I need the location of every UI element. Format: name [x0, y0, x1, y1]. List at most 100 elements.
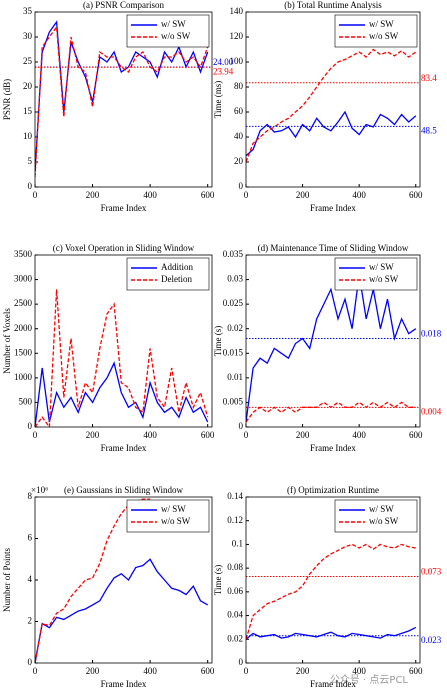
- y-tick-label: 20: [23, 81, 33, 91]
- x-tick-label: 0: [33, 666, 38, 676]
- x-tick-label: 400: [352, 430, 366, 440]
- y-tick-label: 0.1: [232, 538, 243, 548]
- x-tick-label: 0: [33, 430, 38, 440]
- legend-box: [126, 257, 210, 291]
- series-line: [35, 25, 209, 178]
- legend-label: w/o SW: [369, 31, 399, 41]
- y-tick-label: 80: [234, 81, 244, 91]
- y-axis-label: Number of Points: [2, 548, 12, 612]
- series-line: [35, 558, 209, 663]
- x-tick-label: 600: [409, 666, 423, 676]
- x-tick-label: 0: [244, 666, 249, 676]
- plot-frame: [245, 254, 421, 428]
- y-tick-label: 0.04: [227, 610, 243, 620]
- legend-box: [126, 14, 210, 48]
- x-tick-label: 200: [86, 666, 100, 676]
- x-tick-label: 600: [201, 190, 215, 200]
- y-tick-label: 0.06: [227, 586, 243, 596]
- reference-label: 24.00: [213, 57, 234, 67]
- series-line: [246, 110, 417, 157]
- x-tick-label: 400: [352, 666, 366, 676]
- y-tick-label: 500: [19, 396, 33, 406]
- chart-title: (a) PSNR Comparison: [83, 0, 165, 10]
- reference-label: 0.018: [421, 329, 442, 339]
- y-axis-label: PSNR (dB): [2, 79, 12, 120]
- x-tick-label: 200: [296, 430, 310, 440]
- y-tick-label: 140: [230, 6, 244, 16]
- series-line: [246, 626, 417, 640]
- y-axis-label: Number of Voxels: [2, 308, 12, 374]
- x-tick-label: 400: [143, 190, 157, 200]
- y-axis-label: Time (ms): [213, 81, 223, 118]
- y-tick-label: 20: [234, 156, 244, 166]
- chart-title: (f) Optimization Runtime: [287, 485, 379, 495]
- plot-frame: [34, 254, 213, 428]
- x-tick-label: 400: [143, 666, 157, 676]
- x-tick-label: 0: [33, 190, 38, 200]
- reference-label: 48.5: [421, 125, 437, 135]
- legend-label: w/o SW: [161, 31, 191, 41]
- x-tick-label: 600: [201, 430, 215, 440]
- y-tick-label: 4: [28, 574, 33, 584]
- legend-label: w/ SW: [161, 504, 186, 514]
- y-tick-label: 0.03: [227, 274, 243, 284]
- chart-title: (d) Maintenance Time of Sliding Window: [258, 243, 409, 253]
- plot-frame: [34, 11, 213, 188]
- legend-label: Addition: [161, 262, 194, 272]
- x-axis-label: Frame Index: [101, 203, 147, 213]
- series-line: [35, 289, 209, 427]
- y-tick-label: 0: [28, 181, 33, 191]
- x-tick-label: 200: [86, 430, 100, 440]
- plot-frame: [245, 496, 421, 664]
- legend-label: w/ SW: [369, 504, 394, 514]
- y-tick-label: 30: [23, 31, 33, 41]
- reference-label: 0.073: [421, 567, 442, 577]
- x-axis-label: Frame Index: [101, 679, 147, 689]
- y-tick-label: 0.035: [223, 249, 244, 259]
- plot-frame: [245, 11, 421, 188]
- y-tick-label: 8: [28, 491, 33, 501]
- x-tick-label: 600: [409, 190, 423, 200]
- y-tick-label: 25: [23, 56, 33, 66]
- y-tick-label: 0.14: [227, 491, 243, 501]
- y-tick-label: 0.025: [223, 298, 244, 308]
- plot-frame: [34, 496, 213, 664]
- reference-label: 23.94: [213, 66, 234, 76]
- y-tick-label: 10: [23, 131, 33, 141]
- series-line: [246, 401, 416, 423]
- legend-label: w/ SW: [369, 19, 394, 29]
- legend-label: w/ SW: [161, 19, 186, 29]
- legend-label: w/o SW: [369, 274, 399, 284]
- x-tick-label: 400: [143, 430, 157, 440]
- x-axis-label: Frame Index: [310, 443, 356, 453]
- y-tick-label: 40: [234, 131, 244, 141]
- legend-label: w/o SW: [369, 516, 399, 526]
- y-tick-label: 0.01: [227, 372, 243, 382]
- series-line: [246, 48, 417, 163]
- y-tick-label: 0.12: [227, 515, 243, 525]
- y-tick-label: 100: [230, 56, 244, 66]
- reference-label: 0.004: [421, 406, 442, 416]
- y-tick-label: 3500: [14, 249, 33, 259]
- x-axis-label: Frame Index: [310, 679, 356, 689]
- x-tick-label: 400: [352, 190, 366, 200]
- x-tick-label: 0: [244, 190, 249, 200]
- y-tick-label: 120: [230, 31, 244, 41]
- x-tick-label: 200: [296, 666, 310, 676]
- chart-title: (c) Voxel Operation in Sliding Window: [53, 243, 195, 253]
- y-tick-label: 1500: [14, 347, 33, 357]
- x-tick-label: 200: [296, 190, 310, 200]
- x-tick-label: 200: [86, 190, 100, 200]
- y-tick-label: 0: [239, 657, 244, 667]
- y-axis-label: Time (s): [213, 326, 223, 356]
- legend-box: [334, 499, 418, 533]
- y-tick-label: 15: [23, 106, 33, 116]
- y-tick-label: 0: [28, 657, 33, 667]
- series-line: [246, 274, 417, 423]
- legend-box: [334, 14, 418, 48]
- x-tick-label: 600: [409, 430, 423, 440]
- watermark: 公众号 · 点云PCL: [330, 674, 409, 686]
- y-tick-label: 5: [28, 156, 33, 166]
- y-tick-label: 0.015: [223, 347, 244, 357]
